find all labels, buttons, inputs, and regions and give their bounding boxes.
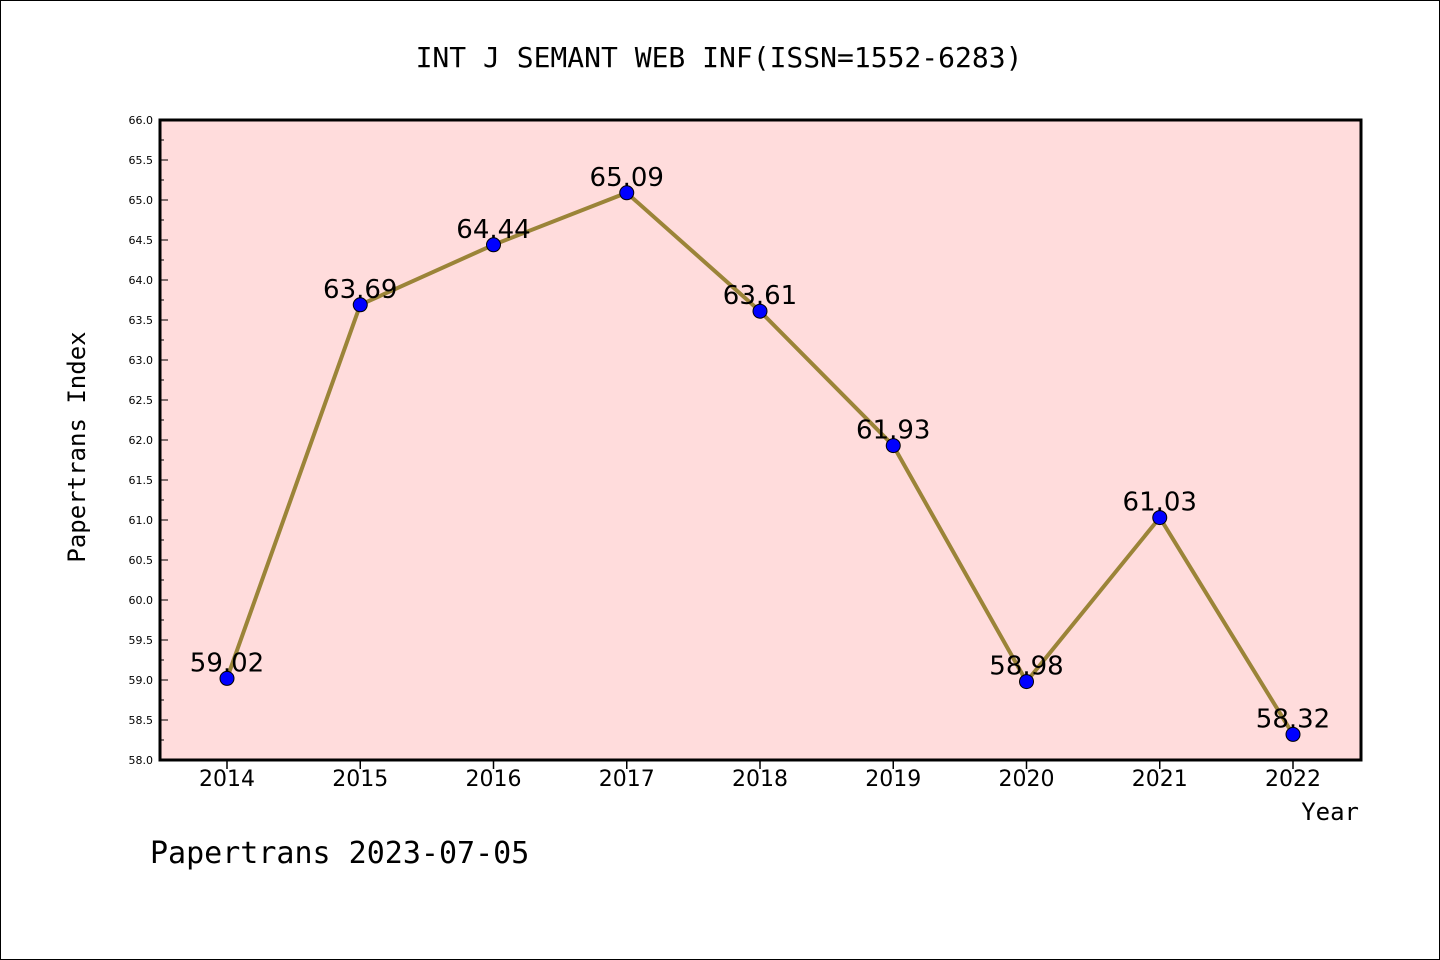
y-tick-label: 61.0 bbox=[129, 514, 154, 527]
data-point bbox=[1285, 726, 1301, 742]
y-tick-label: 62.5 bbox=[129, 394, 154, 407]
data-point bbox=[1019, 674, 1034, 690]
y-tick-label: 59.0 bbox=[129, 674, 154, 687]
data-point bbox=[352, 297, 368, 313]
y-tick-label: 58.5 bbox=[129, 714, 154, 727]
y-tick-label: 64.5 bbox=[129, 234, 154, 247]
data-label: 64.44 bbox=[456, 215, 530, 245]
x-tick-label: 2014 bbox=[199, 767, 255, 792]
data-point bbox=[1152, 510, 1168, 526]
x-tick-label: 2022 bbox=[1265, 767, 1321, 792]
data-label: 58.98 bbox=[989, 652, 1063, 682]
y-tick-label: 63.0 bbox=[129, 354, 154, 367]
x-axis-label: Year bbox=[1301, 798, 1359, 826]
x-tick-label: 2015 bbox=[332, 767, 388, 792]
y-tick-label: 62.0 bbox=[129, 434, 154, 447]
y-tick-label: 60.0 bbox=[129, 594, 154, 607]
y-axis-label: Papertrans Index bbox=[63, 331, 91, 562]
plot-area bbox=[160, 120, 1361, 760]
data-point bbox=[486, 237, 501, 253]
x-tick-label: 2018 bbox=[732, 767, 788, 792]
data-label: 63.69 bbox=[323, 275, 397, 305]
plot-border bbox=[158, 118, 1363, 762]
data-markers bbox=[219, 185, 1301, 742]
chart-title: INT J SEMANT WEB INF(ISSN=1552-6283) bbox=[416, 41, 1023, 74]
x-axis-ticks: 2014 2015 2016 2017 2018 2019 2020 2021 2022 bbox=[199, 760, 1321, 792]
y-tick-label: 58.0 bbox=[129, 754, 154, 767]
y-tick-label: 60.5 bbox=[129, 554, 154, 567]
footer-credit: Papertrans 2023-07-05 bbox=[150, 836, 529, 871]
data-label: 61.93 bbox=[856, 416, 930, 446]
x-tick-label: 2021 bbox=[1132, 767, 1188, 792]
data-label: 63.61 bbox=[723, 281, 797, 311]
data-labels: 59.02 63.69 64.44 65.09 63.61 61.93 58.98 61.03… bbox=[190, 163, 1330, 735]
y-tick-label: 64.0 bbox=[129, 274, 154, 287]
x-tick-label: 2017 bbox=[599, 767, 655, 792]
x-tick-label: 2019 bbox=[865, 767, 921, 792]
data-label: 58.32 bbox=[1256, 704, 1330, 734]
x-tick-label: 2016 bbox=[466, 767, 522, 792]
data-point bbox=[752, 303, 768, 319]
data-point bbox=[619, 185, 635, 201]
y-tick-label: 65.0 bbox=[129, 194, 154, 207]
y-tick-label: 65.5 bbox=[129, 154, 154, 167]
x-tick-label: 2020 bbox=[999, 767, 1055, 792]
y-tick-label: 61.5 bbox=[129, 474, 154, 487]
y-tick-label: 63.5 bbox=[129, 314, 154, 327]
data-point bbox=[885, 438, 901, 454]
data-point bbox=[219, 670, 235, 686]
data-label: 59.02 bbox=[190, 648, 264, 678]
data-label: 61.03 bbox=[1123, 488, 1197, 518]
y-tick-label: 59.5 bbox=[129, 634, 154, 647]
data-label: 65.09 bbox=[590, 163, 664, 193]
y-axis-ticks: 58.0 58.5 59.0 59.5 60.0 60.5 61.0 61.5 62.0 62.5… bbox=[129, 114, 168, 767]
y-tick-label: 66.0 bbox=[129, 114, 154, 127]
